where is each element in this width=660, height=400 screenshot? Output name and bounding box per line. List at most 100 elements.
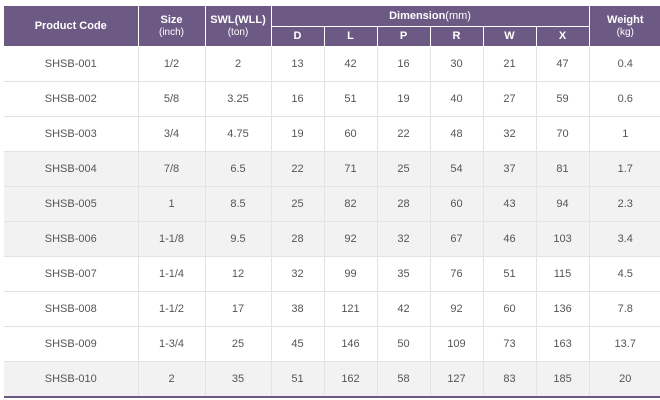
cell-swl: 4.75 (204, 116, 271, 152)
cell-dim-r: 40 (429, 81, 483, 117)
cell-product-code: SHSB-003 (4, 116, 138, 152)
cell-dim-w: 60 (482, 291, 536, 327)
cell-dim-w: 37 (482, 151, 536, 187)
spec-table: Product Code Size (inch) SWL(WLL) (ton) … (4, 6, 660, 398)
header-size-label: Size (160, 13, 183, 26)
cell-dim-r: 54 (429, 151, 483, 187)
cell-product-code: SHSB-009 (4, 326, 138, 362)
cell-swl: 9.5 (204, 221, 271, 257)
cell-dim-l: 121 (323, 291, 377, 327)
cell-dim-x: 47 (535, 46, 590, 82)
cell-dim-w: 43 (482, 186, 536, 222)
cell-product-code: SHSB-007 (4, 256, 138, 292)
cell-product-code: SHSB-004 (4, 151, 138, 187)
header-size: Size (inch) (137, 6, 206, 47)
cell-weight: 7.8 (588, 291, 660, 327)
cell-size: 3/4 (137, 116, 205, 152)
cell-dim-p: 50 (376, 326, 430, 362)
cell-dim-l: 99 (323, 256, 377, 292)
header-dimension: Dimension(mm) (270, 6, 590, 27)
cell-dim-r: 67 (429, 221, 483, 257)
cell-dim-p: 16 (376, 46, 430, 82)
cell-dim-x: 94 (535, 186, 590, 222)
table-row: SHSB-007 1-1/4 12 32 99 35 76 51 115 4.5 (4, 256, 660, 292)
cell-dim-r: 109 (429, 326, 483, 362)
cell-dim-r: 76 (429, 256, 483, 292)
table-row: SHSB-010 2 35 51 162 58 127 83 185 20 (4, 361, 660, 398)
table-row: SHSB-004 7/8 6.5 22 71 25 54 37 81 1.7 (4, 151, 660, 187)
header-dimension-unit: (mm) (445, 9, 471, 22)
header-dim-x: X (535, 26, 590, 47)
cell-dim-l: 51 (323, 81, 377, 117)
cell-swl: 17 (204, 291, 271, 327)
cell-weight: 4.5 (588, 256, 660, 292)
cell-swl: 6.5 (204, 151, 271, 187)
cell-product-code: SHSB-006 (4, 221, 138, 257)
header-dim-w: W (482, 26, 537, 47)
cell-dim-x: 103 (535, 221, 590, 257)
cell-swl: 35 (204, 361, 271, 398)
cell-dim-r: 48 (429, 116, 483, 152)
header-dim-r: R (429, 26, 484, 47)
cell-swl: 25 (204, 326, 271, 362)
cell-dim-p: 19 (376, 81, 430, 117)
cell-dim-l: 71 (323, 151, 377, 187)
cell-product-code: SHSB-001 (4, 46, 138, 82)
cell-dim-d: 25 (270, 186, 324, 222)
cell-weight: 1 (588, 116, 660, 152)
cell-dim-d: 28 (270, 221, 324, 257)
table-row: SHSB-006 1-1/8 9.5 28 92 32 67 46 103 3.4 (4, 221, 660, 257)
cell-size: 1/2 (137, 46, 205, 82)
header-product-code: Product Code (4, 6, 139, 47)
cell-swl: 3.25 (204, 81, 271, 117)
cell-dim-p: 58 (376, 361, 430, 398)
header-weight-label: Weight (607, 13, 644, 26)
cell-dim-p: 28 (376, 186, 430, 222)
cell-dim-x: 59 (535, 81, 590, 117)
cell-size: 2 (137, 361, 205, 398)
header-swl: SWL(WLL) (ton) (204, 6, 272, 47)
cell-dim-l: 92 (323, 221, 377, 257)
header-weight-unit: (kg) (616, 26, 634, 38)
cell-product-code: SHSB-010 (4, 361, 138, 398)
cell-dim-p: 35 (376, 256, 430, 292)
cell-dim-d: 16 (270, 81, 324, 117)
cell-dim-w: 21 (482, 46, 536, 82)
cell-dim-p: 42 (376, 291, 430, 327)
cell-dim-d: 19 (270, 116, 324, 152)
cell-size: 1-1/2 (137, 291, 205, 327)
cell-product-code: SHSB-002 (4, 81, 138, 117)
cell-swl: 2 (204, 46, 271, 82)
header-swl-label: SWL(WLL) (210, 13, 266, 26)
cell-dim-l: 60 (323, 116, 377, 152)
table-header: Product Code Size (inch) SWL(WLL) (ton) … (4, 6, 660, 47)
cell-dim-r: 60 (429, 186, 483, 222)
cell-weight: 2.3 (588, 186, 660, 222)
cell-size: 1-1/4 (137, 256, 205, 292)
header-swl-unit: (ton) (227, 26, 249, 38)
cell-swl: 8.5 (204, 186, 271, 222)
cell-dim-x: 185 (535, 361, 590, 398)
cell-dim-w: 51 (482, 256, 536, 292)
cell-dim-x: 163 (535, 326, 590, 362)
table-row: SHSB-008 1-1/2 17 38 121 42 92 60 136 7.8 (4, 291, 660, 327)
header-dim-p: P (376, 26, 431, 47)
cell-size: 1 (137, 186, 205, 222)
cell-dim-r: 30 (429, 46, 483, 82)
header-weight: Weight (kg) (588, 6, 660, 47)
table-row: SHSB-009 1-3/4 25 45 146 50 109 73 163 13.7 (4, 326, 660, 362)
cell-dim-w: 73 (482, 326, 536, 362)
cell-size: 5/8 (137, 81, 205, 117)
cell-dim-r: 127 (429, 361, 483, 398)
cell-dim-l: 82 (323, 186, 377, 222)
cell-dim-l: 162 (323, 361, 377, 398)
cell-weight: 13.7 (588, 326, 660, 362)
spec-table-container: Product Code Size (inch) SWL(WLL) (ton) … (4, 0, 660, 398)
cell-weight: 0.6 (588, 81, 660, 117)
cell-dim-x: 136 (535, 291, 590, 327)
cell-dim-x: 115 (535, 256, 590, 292)
cell-dim-x: 70 (535, 116, 590, 152)
header-size-unit: (inch) (158, 26, 184, 38)
cell-dim-l: 146 (323, 326, 377, 362)
header-product-code-label: Product Code (34, 19, 107, 32)
